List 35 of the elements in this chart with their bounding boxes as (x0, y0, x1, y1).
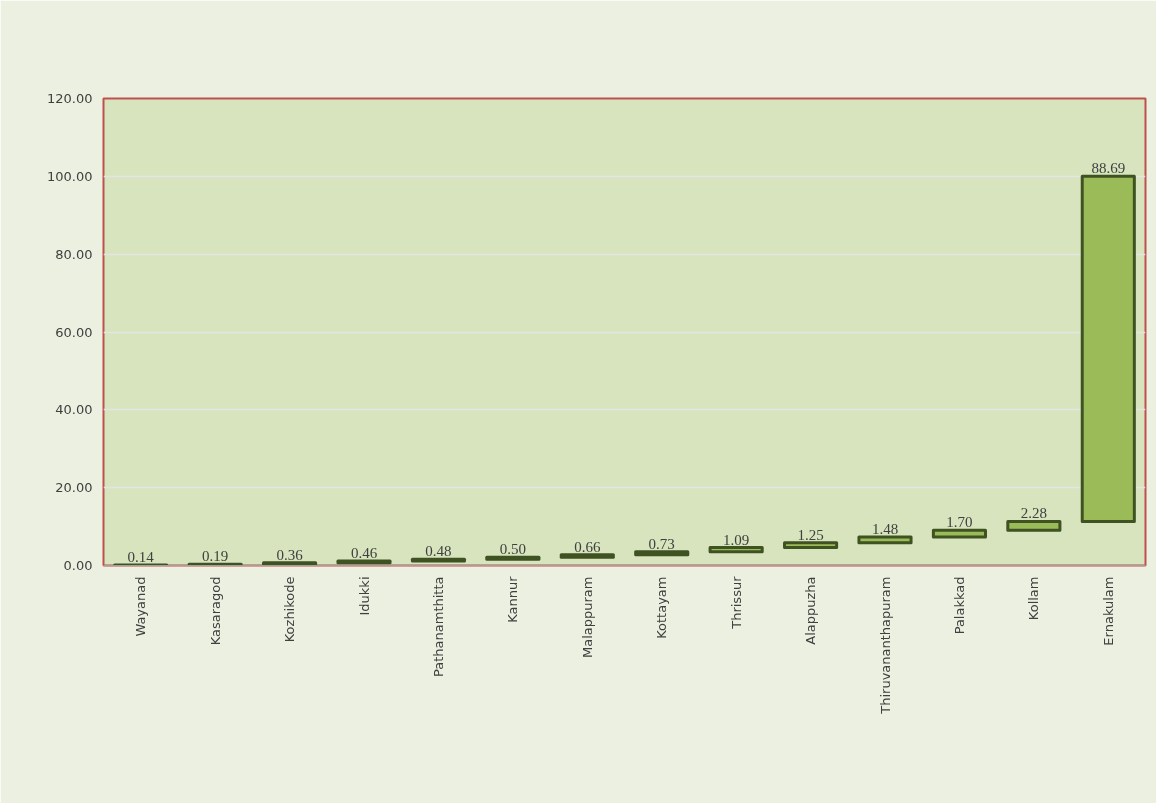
y-tick-label: 100.00 (47, 168, 93, 184)
x-tick-label: Thrissur (728, 575, 744, 630)
y-tick-label: 80.00 (55, 246, 93, 262)
data-label: 0.19 (202, 548, 229, 565)
data-label: 88.69 (1091, 160, 1126, 177)
x-tick-label: Kollam (1026, 576, 1042, 621)
x-tick-label: Malappuram (579, 576, 595, 658)
data-label: 0.14 (127, 548, 155, 565)
data-label: 0.36 (276, 546, 304, 563)
data-label: 1.48 (871, 520, 899, 537)
x-tick-label: Pathanamthitta (430, 576, 446, 677)
data-label: 1.25 (797, 526, 824, 543)
x-tick-label: Alappuzha (803, 576, 819, 645)
y-tick-label: 60.00 (55, 324, 93, 340)
x-tick-label: Thiruvananthapuram (877, 576, 893, 715)
data-label: 0.48 (425, 543, 452, 560)
y-tick-label: 40.00 (55, 402, 93, 418)
data-label: 0.66 (574, 538, 601, 555)
x-tick-label: Kottayam (654, 576, 670, 639)
x-tick-label: Wayanad (133, 576, 149, 637)
y-tick-label: 120.00 (47, 91, 93, 106)
data-label: 1.70 (946, 514, 973, 531)
x-tick-label: Kasaragod (207, 576, 223, 646)
data-label: 2.28 (1020, 505, 1047, 522)
y-tick-label: 20.00 (55, 480, 93, 496)
x-tick-label: Ernakulam (1100, 576, 1116, 646)
x-tick-label: Palakkad (951, 576, 967, 635)
x-tick-label: Idukki (356, 576, 372, 616)
data-label: 0.46 (350, 545, 378, 562)
x-tick-label: Kannur (505, 575, 521, 623)
data-label: 1.09 (723, 531, 750, 548)
data-label: 0.73 (648, 535, 675, 552)
x-tick-label: Kozhikode (282, 576, 298, 643)
y-tick-label: 0.00 (63, 558, 93, 573)
data-label: 0.50 (499, 541, 526, 558)
